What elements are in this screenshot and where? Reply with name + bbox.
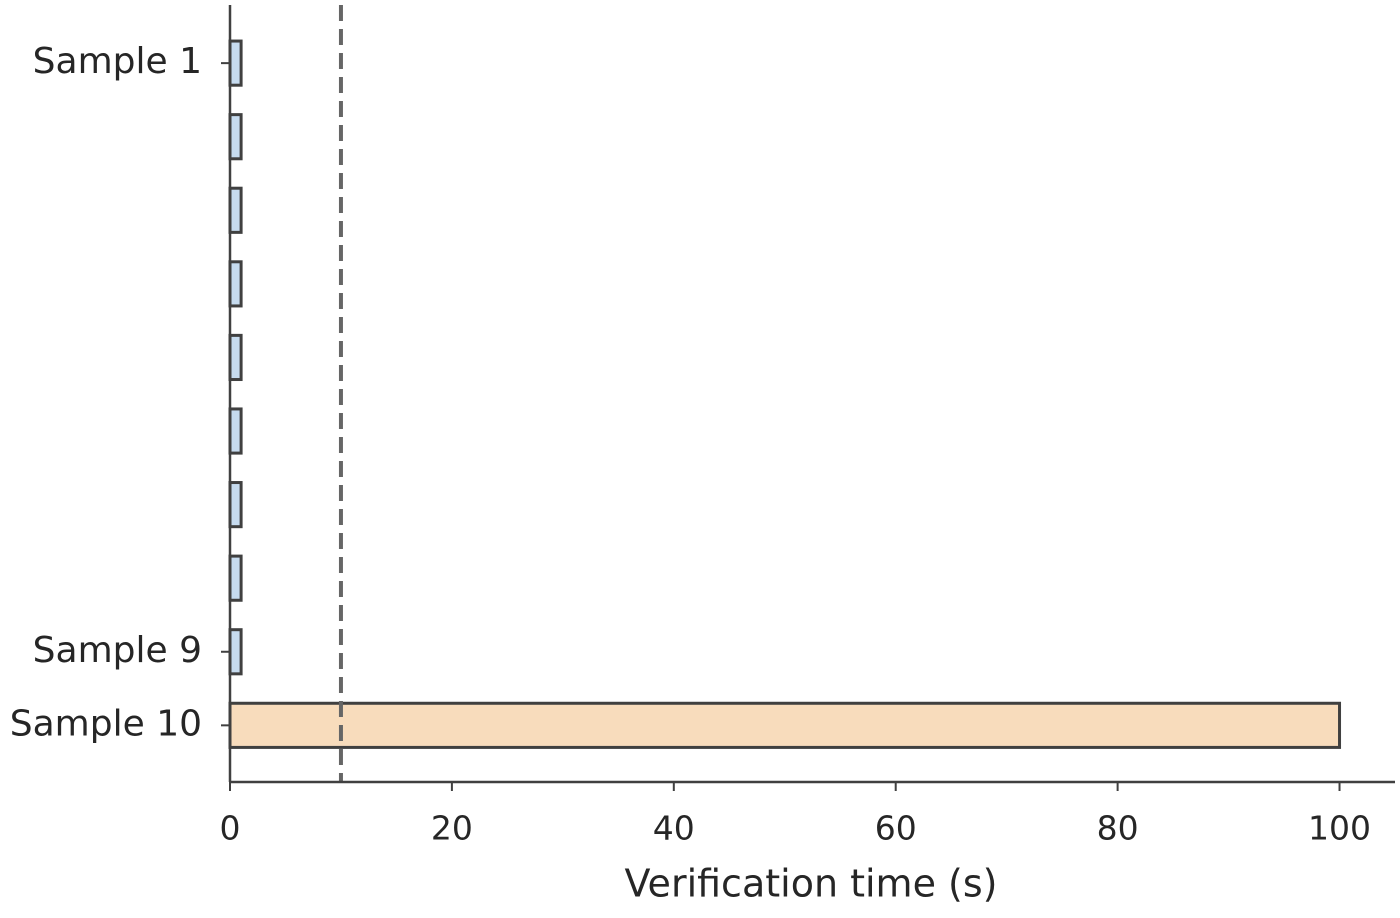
bar (228, 628, 243, 676)
bar (228, 407, 243, 455)
x-axis-label: Verification time (s) (625, 862, 998, 906)
bar (228, 113, 243, 161)
bar (228, 481, 243, 529)
bar (228, 701, 1342, 749)
y-tick-label: Sample 1 (33, 41, 202, 82)
bar (228, 554, 243, 602)
x-tick-label: 0 (220, 809, 241, 848)
x-tick-label: 80 (1097, 809, 1139, 848)
x-tick-label: 20 (431, 809, 473, 848)
y-tick-label: Sample 10 (10, 703, 202, 744)
bar (228, 186, 243, 234)
x-tick-label: 100 (1308, 809, 1371, 848)
y-tick-label: Sample 9 (33, 630, 202, 671)
bar (228, 333, 243, 382)
bar (228, 260, 243, 308)
x-tick-label: 40 (653, 809, 695, 848)
x-tick-label: 60 (875, 809, 917, 848)
bar (228, 39, 243, 87)
